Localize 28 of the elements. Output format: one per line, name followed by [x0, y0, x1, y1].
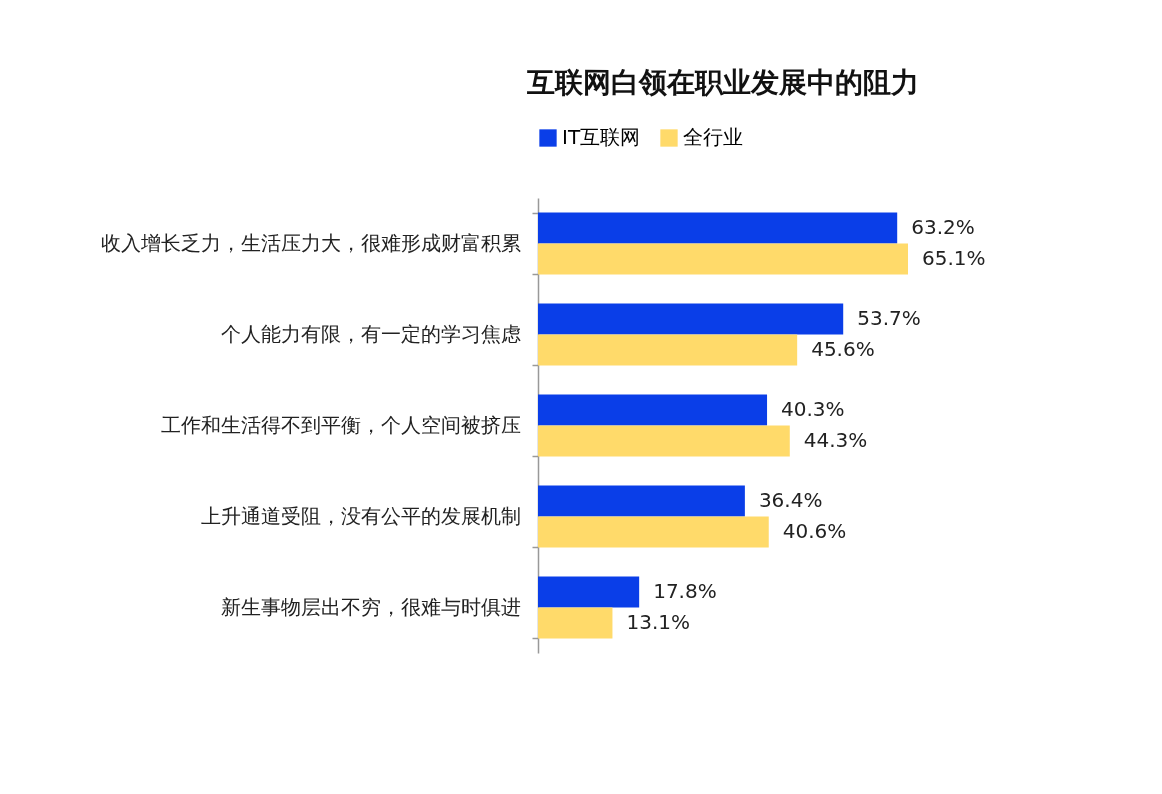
y-tick-label: 新生事物层出不穷，很难与时俱进	[220, 595, 521, 619]
data-label: 40.3%	[781, 397, 845, 422]
legend-label: 全行业	[683, 125, 743, 149]
data-label: 63.2%	[911, 215, 975, 240]
bar	[538, 607, 613, 639]
bar	[538, 212, 898, 244]
data-label: 13.1%	[626, 609, 690, 634]
y-tick-label: 上升通道受阻，没有公平的发展机制	[200, 504, 521, 528]
data-label: 44.3%	[803, 427, 868, 452]
bar	[538, 394, 768, 426]
data-label: 17.8%	[653, 579, 717, 604]
legend-label: IT互联网	[562, 125, 641, 149]
bar	[538, 516, 769, 548]
bar	[538, 576, 640, 608]
chart-title: 互联网白领在职业发展中的阻力	[526, 66, 919, 99]
y-tick-label: 收入增长乏力，生活压力大，很难形成财富积累	[100, 231, 521, 255]
data-label: 53.7%	[857, 306, 921, 331]
y-tick-label: 个人能力有限，有一定的学习焦虑	[220, 322, 521, 346]
data-label: 65.1%	[922, 245, 986, 270]
data-label: 40.6%	[782, 518, 847, 543]
bar	[538, 243, 908, 275]
bar	[538, 303, 844, 335]
data-label: 45.6%	[811, 336, 875, 361]
bar	[538, 485, 745, 517]
data-label: 36.4%	[758, 488, 823, 513]
y-tick-label: 工作和生活得不到平衡，个人空间被挤压	[160, 413, 521, 437]
bar	[538, 425, 790, 457]
bar	[538, 334, 798, 366]
